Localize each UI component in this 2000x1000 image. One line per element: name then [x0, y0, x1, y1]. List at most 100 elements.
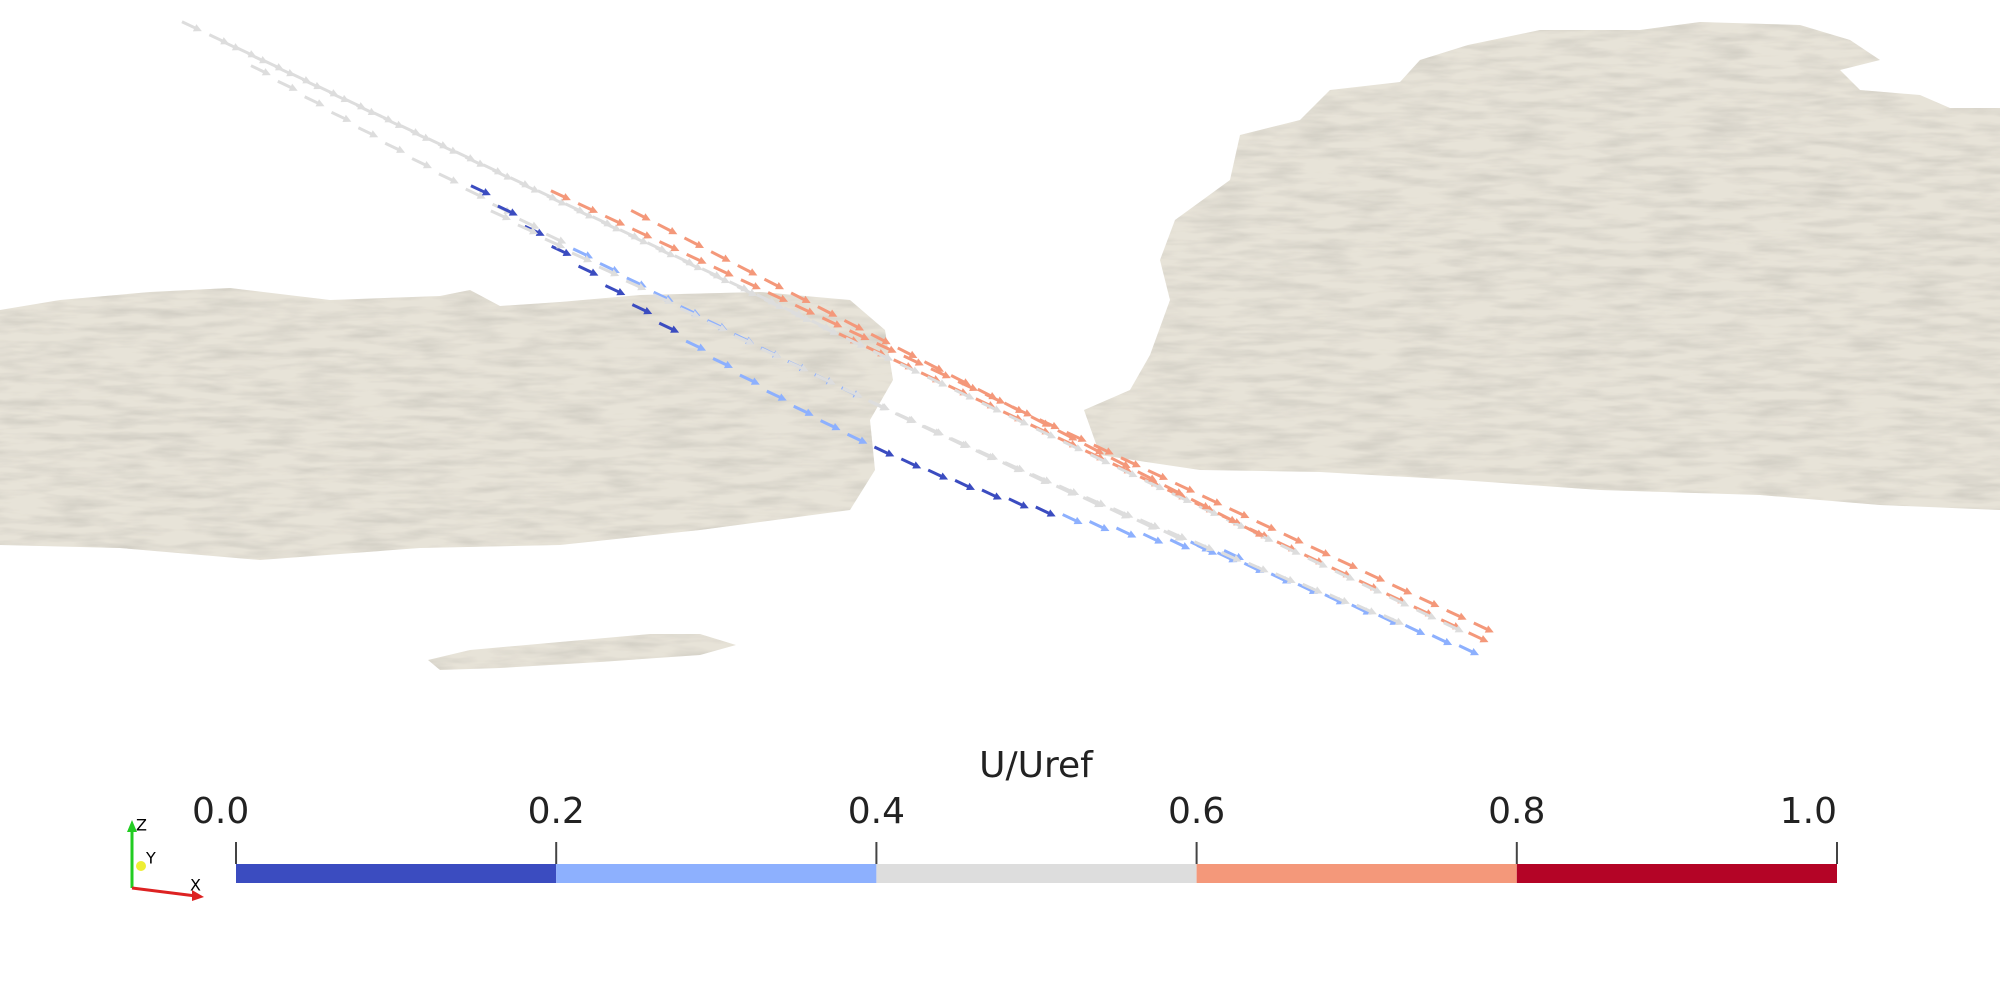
- arrow-head: [583, 255, 593, 263]
- arrow-glyph: [519, 181, 540, 193]
- arrow-head: [1259, 565, 1269, 573]
- arrow-shaft: [950, 374, 967, 385]
- arrow-shaft: [1377, 613, 1394, 624]
- arrow-glyph: [551, 244, 572, 256]
- arrow-head: [286, 68, 296, 77]
- arrow-glyph: [1008, 497, 1029, 509]
- arrow-shaft: [1302, 582, 1318, 593]
- arrow-head: [914, 358, 924, 366]
- arrow-shaft: [1216, 551, 1233, 561]
- arrow-glyph: [658, 321, 680, 333]
- arrow-shaft: [1351, 603, 1367, 614]
- arrow-shaft: [1163, 484, 1180, 495]
- arrow-shaft: [1109, 507, 1126, 518]
- arrow-head: [941, 371, 951, 379]
- arrow-glyph: [250, 64, 271, 76]
- arrow-shaft: [630, 209, 647, 220]
- arrow-glyph: [517, 223, 538, 235]
- arrow-glyph: [1085, 495, 1107, 507]
- arrow-glyph: [438, 172, 459, 184]
- arrow-shaft: [869, 399, 885, 409]
- arrow-head: [992, 405, 1002, 413]
- arrow-head: [313, 81, 323, 90]
- arrow-head: [934, 428, 944, 436]
- arrow-glyph: [1169, 538, 1191, 550]
- arrow-glyph: [954, 388, 975, 400]
- arrow-shaft: [713, 265, 729, 276]
- arrow-head: [802, 314, 812, 322]
- arrow-head: [961, 378, 971, 386]
- colorbar-bin: [1516, 864, 1837, 883]
- arrow-shaft: [1035, 505, 1051, 516]
- arrow-glyph: [790, 291, 811, 303]
- arrow-shaft: [1307, 556, 1324, 567]
- arrow-head: [259, 56, 269, 64]
- arrow-glyph: [1142, 532, 1164, 544]
- arrow-head: [529, 227, 538, 235]
- arrow-head: [1186, 485, 1196, 493]
- arrow-glyph: [845, 336, 866, 348]
- arrow-glyph: [733, 334, 755, 345]
- arrow-head: [666, 250, 676, 258]
- arrow-head: [828, 309, 838, 317]
- arrow-glyph: [930, 367, 951, 379]
- arrow-shaft: [1062, 513, 1078, 523]
- arrow-shaft: [598, 265, 615, 275]
- arrow-glyph: [685, 339, 707, 351]
- arrow-glyph: [1190, 497, 1211, 510]
- colorbar-tick-label: 0.2: [528, 791, 585, 832]
- arrow-glyph: [872, 349, 894, 361]
- arrow-glyph: [247, 52, 269, 64]
- arrow-glyph: [1201, 494, 1223, 506]
- arrow-glyph: [1334, 569, 1355, 581]
- arrow-head: [988, 392, 998, 400]
- arrow-glyph: [1163, 484, 1184, 496]
- arrow-shaft: [930, 367, 947, 377]
- arrow-glyph: [1307, 556, 1328, 568]
- arrow-shaft: [872, 349, 889, 360]
- arrow-glyph: [1057, 429, 1078, 441]
- arrow-shaft: [1337, 558, 1354, 568]
- arrow-shaft: [546, 194, 563, 205]
- arrow-glyph: [1283, 532, 1304, 544]
- colorbar-tick-label: 0.8: [1488, 791, 1545, 832]
- arrow-head: [1151, 521, 1161, 530]
- arrow-head: [1077, 434, 1087, 442]
- arrow-head: [1182, 495, 1192, 504]
- arrow-glyph: [1256, 519, 1277, 531]
- colorbar: 0.0 0.2 0.4 0.6 0.8 1.0: [192, 791, 1838, 883]
- arrow-head: [1349, 561, 1359, 570]
- arrow-glyph: [740, 278, 761, 290]
- arrow-head: [616, 287, 626, 296]
- arrow-shaft: [1391, 583, 1408, 594]
- terrain: [0, 22, 2000, 670]
- arrow-glyph: [1030, 415, 1051, 427]
- arrow-glyph: [1066, 430, 1087, 442]
- arrow-glyph: [1004, 461, 1026, 472]
- arrow-glyph: [1404, 623, 1426, 635]
- arrow-shaft: [497, 204, 513, 215]
- arrow-shaft: [1144, 479, 1160, 489]
- arrow-head: [775, 301, 785, 310]
- arrow-glyph: [1217, 511, 1238, 523]
- arrow-head: [1124, 510, 1134, 519]
- arrow-shaft: [657, 222, 673, 233]
- arrow-glyph: [950, 437, 971, 448]
- arrow-head: [1155, 482, 1165, 491]
- arrow-head: [691, 310, 701, 318]
- arrow-head: [1201, 502, 1211, 510]
- arrow-shaft: [653, 290, 669, 301]
- arrow-glyph: [492, 168, 513, 180]
- arrow-shaft: [1274, 572, 1291, 582]
- arrow-head: [231, 43, 241, 51]
- arrow-head: [1228, 515, 1238, 523]
- arrow-shaft: [438, 172, 454, 183]
- colorbar-tick-label: 0.4: [848, 791, 905, 832]
- arrow-shaft: [846, 432, 863, 443]
- arrow-shaft: [1467, 631, 1484, 641]
- arrow-shaft: [625, 279, 642, 289]
- arrow-glyph: [631, 303, 653, 315]
- arrow-glyph: [1093, 443, 1114, 455]
- arrow-shaft: [1228, 507, 1245, 517]
